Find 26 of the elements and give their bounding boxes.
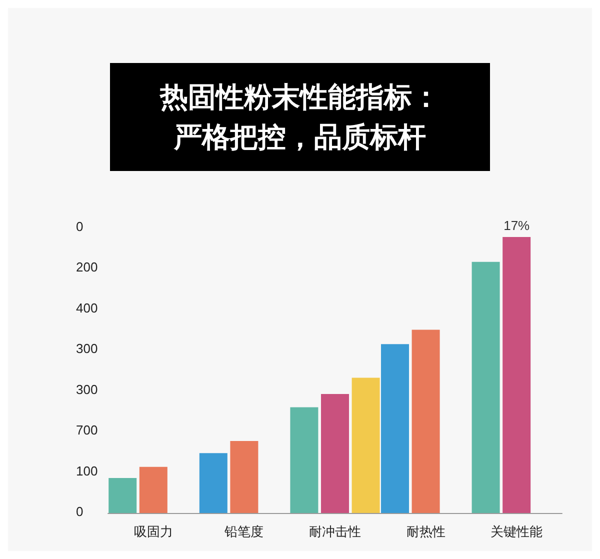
- text: 700: [76, 422, 98, 438]
- x-tick-label: 耐热性: [406, 524, 446, 539]
- x-tick-label: 吸固力: [134, 524, 173, 539]
- x-tick-label: 关键性能: [490, 524, 543, 539]
- bar: [108, 478, 137, 513]
- bar: [352, 378, 380, 513]
- text: 0: [76, 219, 84, 234]
- text: 300: [76, 341, 98, 356]
- x-tick-label: 耐冲击性: [309, 524, 361, 539]
- chart-title: 热固性粉末性能指标：严格把控，品质标杆: [159, 80, 440, 154]
- bar: [381, 344, 409, 513]
- bar: [230, 440, 258, 513]
- text: 100: [76, 463, 98, 478]
- bar: [321, 394, 349, 513]
- bar: [199, 453, 228, 513]
- bar: [502, 237, 531, 513]
- x-tick-label: 铅笔度: [224, 524, 264, 539]
- text: 0: [76, 504, 84, 519]
- text: 200: [76, 260, 98, 275]
- text: 400: [76, 300, 98, 316]
- text: 300: [76, 382, 98, 397]
- bar: [412, 330, 440, 513]
- bar: [290, 407, 318, 513]
- annotation: 17%: [504, 218, 530, 233]
- bar: [139, 466, 168, 513]
- bar: [472, 262, 500, 513]
